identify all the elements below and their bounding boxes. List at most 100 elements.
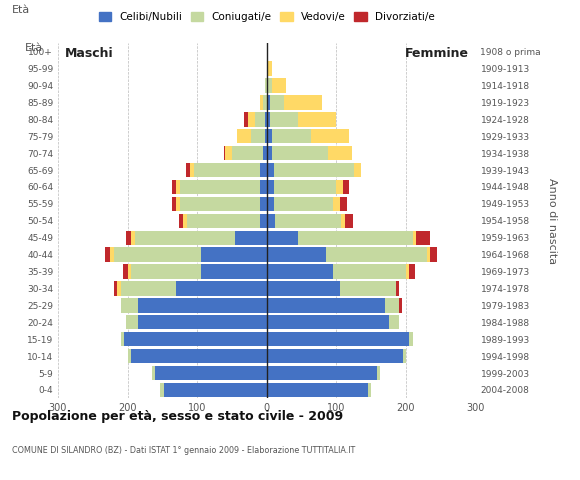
Bar <box>268 78 271 93</box>
Bar <box>248 112 255 127</box>
Bar <box>131 264 201 279</box>
Bar <box>172 180 176 194</box>
Text: Maschi: Maschi <box>65 47 114 60</box>
Bar <box>117 281 121 296</box>
Bar <box>270 95 284 109</box>
Bar <box>263 146 267 160</box>
Bar <box>244 112 248 127</box>
Bar <box>152 366 155 380</box>
Bar <box>235 230 267 245</box>
Bar <box>267 61 268 76</box>
Bar <box>403 349 406 363</box>
Bar <box>267 163 274 177</box>
Bar <box>194 163 260 177</box>
Bar <box>267 112 270 127</box>
Bar <box>201 264 267 279</box>
Bar <box>128 264 131 279</box>
Bar <box>124 332 267 347</box>
Bar <box>333 264 406 279</box>
Bar <box>409 264 415 279</box>
Bar <box>284 95 322 109</box>
Bar <box>396 281 399 296</box>
Bar <box>164 383 267 397</box>
Bar <box>267 298 385 312</box>
Bar <box>183 214 187 228</box>
Bar <box>271 78 285 93</box>
Bar <box>343 180 349 194</box>
Bar <box>267 129 273 144</box>
Text: Popolazione per età, sesso e stato civile - 2009: Popolazione per età, sesso e stato civil… <box>12 410 343 423</box>
Bar <box>260 180 267 194</box>
Bar <box>187 214 260 228</box>
Bar <box>298 112 336 127</box>
Bar <box>125 230 131 245</box>
Bar <box>273 146 328 160</box>
Bar <box>237 129 251 144</box>
Bar <box>267 230 298 245</box>
Bar <box>263 95 267 109</box>
Bar <box>399 298 402 312</box>
Bar <box>179 214 183 228</box>
Bar <box>345 214 353 228</box>
Bar <box>326 248 427 262</box>
Bar <box>267 214 275 228</box>
Bar <box>135 230 235 245</box>
Bar <box>267 248 326 262</box>
Bar <box>340 281 396 296</box>
Text: Età: Età <box>24 43 43 53</box>
Bar <box>274 180 336 194</box>
Legend: Celibi/Nubili, Coniugati/e, Vedovi/e, Divorziati/e: Celibi/Nubili, Coniugati/e, Vedovi/e, Di… <box>95 8 439 26</box>
Text: Età: Età <box>12 5 30 15</box>
Bar <box>275 214 341 228</box>
Bar <box>273 129 311 144</box>
Bar <box>267 95 270 109</box>
Bar <box>267 78 268 93</box>
Bar <box>255 112 266 127</box>
Bar <box>409 332 413 347</box>
Bar <box>224 146 225 160</box>
Bar <box>427 248 430 262</box>
Bar <box>110 248 114 262</box>
Bar <box>267 264 333 279</box>
Bar <box>354 163 361 177</box>
Bar <box>124 264 128 279</box>
Bar <box>125 315 138 329</box>
Bar <box>377 366 380 380</box>
Bar <box>121 281 176 296</box>
Bar <box>104 248 110 262</box>
Bar <box>267 383 368 397</box>
Bar <box>155 366 267 380</box>
Bar <box>114 281 117 296</box>
Bar <box>270 112 298 127</box>
Bar <box>389 315 399 329</box>
Bar <box>267 146 273 160</box>
Bar <box>340 197 347 211</box>
Bar <box>268 61 271 76</box>
Bar <box>251 129 264 144</box>
Bar <box>267 332 409 347</box>
Text: COMUNE DI SILANDRO (BZ) - Dati ISTAT 1° gennaio 2009 - Elaborazione TUTTITALIA.I: COMUNE DI SILANDRO (BZ) - Dati ISTAT 1° … <box>12 446 355 456</box>
Bar <box>267 180 274 194</box>
Bar <box>416 230 430 245</box>
Bar <box>298 230 413 245</box>
Bar <box>328 146 353 160</box>
Bar <box>260 197 267 211</box>
Bar <box>176 180 180 194</box>
Bar <box>385 298 399 312</box>
Bar <box>190 163 194 177</box>
Bar <box>267 197 274 211</box>
Bar <box>225 146 232 160</box>
Bar <box>128 349 131 363</box>
Bar <box>121 298 138 312</box>
Bar <box>333 197 340 211</box>
Bar <box>267 366 377 380</box>
Bar <box>201 248 267 262</box>
Bar <box>260 163 267 177</box>
Bar <box>430 248 437 262</box>
Bar <box>176 197 180 211</box>
Bar <box>260 214 267 228</box>
Bar <box>267 349 403 363</box>
Bar <box>266 78 267 93</box>
Bar <box>131 349 267 363</box>
Bar <box>274 163 354 177</box>
